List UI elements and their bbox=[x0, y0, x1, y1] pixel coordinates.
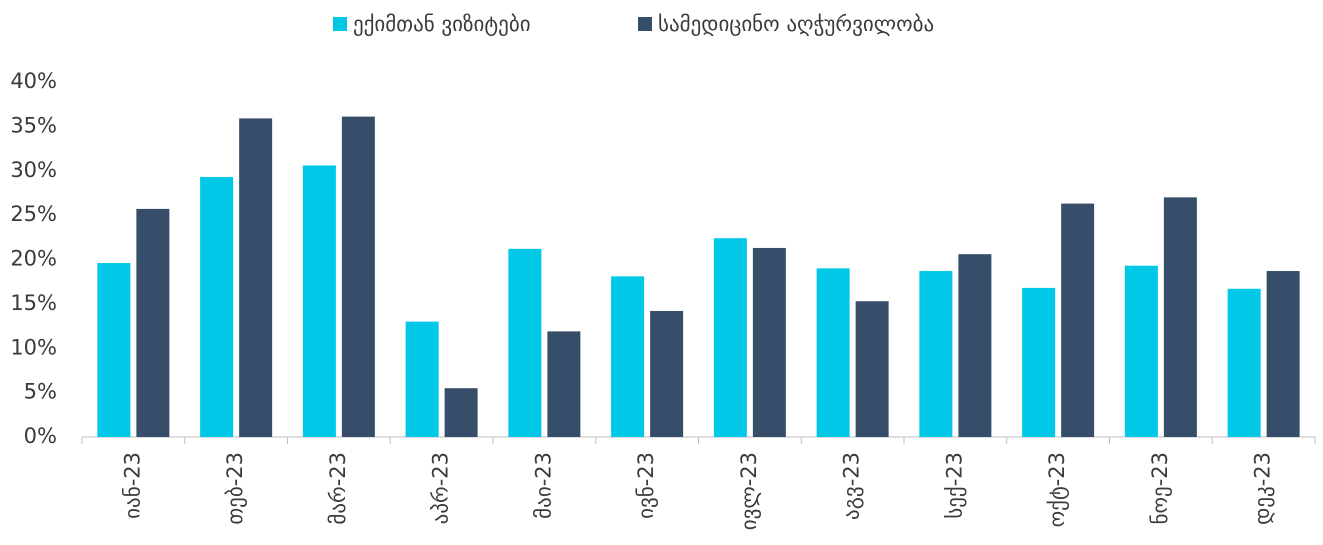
bar bbox=[650, 310, 684, 437]
bar bbox=[341, 116, 375, 438]
y-tick-label: 20% bbox=[10, 247, 57, 271]
bar bbox=[1163, 197, 1197, 437]
x-tick-label: იან-23 bbox=[120, 452, 144, 519]
legend-label: სამედიცინო აღჭურვილობა bbox=[658, 12, 934, 36]
x-tick-label: ივლ-23 bbox=[737, 452, 761, 530]
x-tick-label: მაი-23 bbox=[531, 452, 555, 519]
bar bbox=[200, 176, 234, 437]
bar bbox=[1227, 288, 1261, 437]
bar bbox=[444, 388, 478, 437]
legend-swatch bbox=[333, 17, 347, 31]
legend-swatch bbox=[638, 17, 652, 31]
bar bbox=[239, 118, 273, 437]
x-tick-label: სექ-23 bbox=[942, 452, 966, 519]
y-tick-label: 25% bbox=[10, 202, 57, 226]
x-tick-label: ნოე-23 bbox=[1148, 452, 1172, 524]
x-tick-label: ივნ-23 bbox=[634, 452, 658, 519]
bar bbox=[1061, 203, 1095, 437]
x-tick-label: დეკ-23 bbox=[1251, 452, 1275, 525]
bar bbox=[855, 301, 889, 437]
x-tick-label: მარ-23 bbox=[326, 452, 350, 525]
y-tick-label: 15% bbox=[10, 291, 57, 315]
x-tick-label: აგვ-23 bbox=[840, 452, 864, 520]
x-tick-label: აპრ-23 bbox=[429, 452, 453, 524]
bar bbox=[713, 238, 747, 437]
y-tick-label: 40% bbox=[10, 69, 57, 93]
bar bbox=[958, 254, 992, 437]
bar bbox=[816, 268, 850, 437]
bar bbox=[547, 331, 581, 437]
bar bbox=[752, 247, 786, 437]
legend-label: ექიმთან ვიზიტები bbox=[353, 12, 531, 36]
bar bbox=[919, 271, 953, 437]
y-tick-label: 10% bbox=[10, 335, 57, 359]
bar bbox=[97, 263, 131, 437]
y-tick-label: 5% bbox=[24, 380, 57, 404]
y-tick-label: 30% bbox=[10, 158, 57, 182]
bar bbox=[1266, 271, 1300, 437]
bar bbox=[1022, 287, 1056, 437]
x-tick-label: ოქტ-23 bbox=[1045, 452, 1069, 527]
x-tick-label: თებ-23 bbox=[223, 452, 247, 525]
y-tick-label: 35% bbox=[10, 113, 57, 137]
bar bbox=[136, 208, 170, 437]
bar bbox=[1124, 265, 1158, 437]
bar bbox=[302, 165, 336, 438]
bar bbox=[611, 276, 645, 437]
bar bbox=[508, 248, 542, 437]
y-tick-label: 0% bbox=[24, 424, 57, 448]
bar bbox=[405, 321, 439, 437]
